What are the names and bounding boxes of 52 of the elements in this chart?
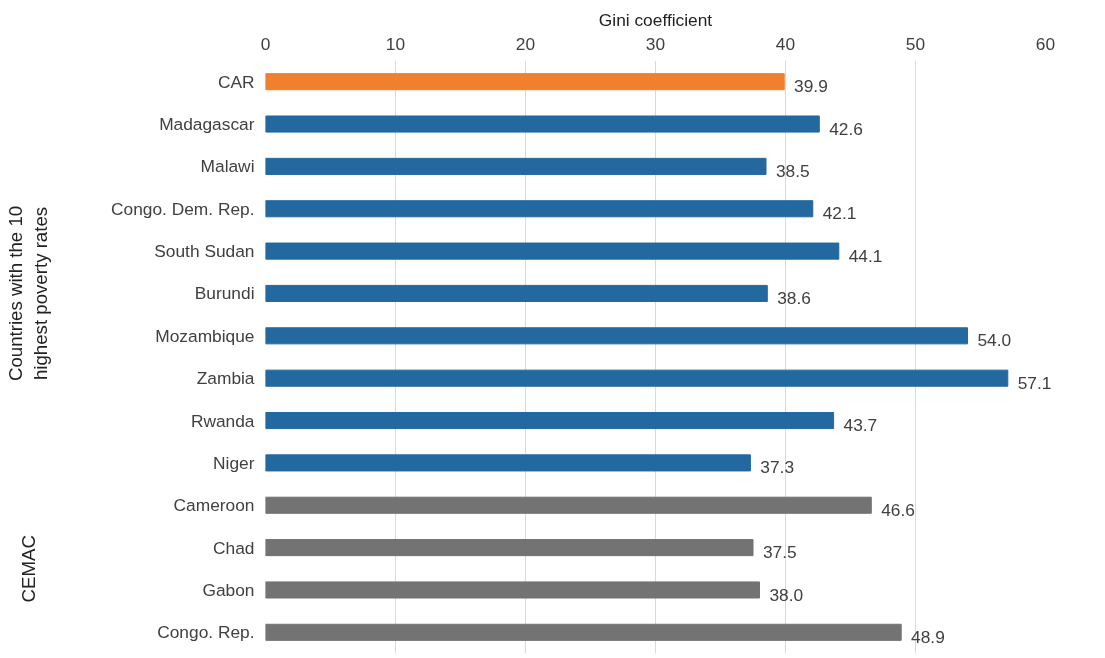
bar — [265, 242, 840, 260]
bar — [265, 411, 835, 430]
bar — [265, 496, 872, 514]
data-label: 39.9 — [794, 75, 828, 97]
y-tick-label: Chad — [213, 537, 255, 558]
data-label: 43.7 — [843, 414, 878, 436]
y-tick-label: Cameroon — [173, 495, 255, 516]
bar — [265, 73, 785, 91]
y-tick-label: Madagascar — [159, 114, 255, 135]
bar — [265, 200, 814, 218]
y-tick-label: Malawi — [200, 156, 255, 177]
y-tick-label: Congo. Rep. — [157, 622, 255, 643]
data-label: 38.6 — [777, 287, 811, 309]
x-tick-label: 0 — [260, 33, 271, 54]
y-tick-label: Zambia — [196, 368, 255, 389]
data-label: 48.9 — [911, 626, 945, 648]
x-tick-label: 20 — [515, 33, 536, 54]
data-label: 57.1 — [1017, 372, 1052, 394]
x-tick-label: 50 — [905, 33, 926, 54]
y-tick-label: Mozambique — [155, 325, 255, 346]
bar — [265, 115, 820, 133]
y-tick-label: CAR — [217, 71, 255, 92]
data-label: 37.3 — [760, 456, 795, 478]
x-tick-label: 60 — [1035, 33, 1056, 54]
bar — [265, 454, 751, 472]
y-tick-label: Burundi — [194, 283, 255, 304]
x-tick-label: 30 — [645, 33, 666, 54]
x-tick-label: 10 — [385, 33, 406, 54]
x-axis-title: Gini coefficient — [598, 9, 713, 30]
data-label: 37.5 — [762, 541, 797, 563]
y-tick-label: South Sudan — [154, 241, 255, 262]
data-label: 54.0 — [977, 329, 1012, 351]
bar — [265, 623, 902, 641]
y-tick-label: Congo. Dem. Rep. — [110, 198, 255, 219]
text: Countries with the 10 highest poverty rates — [5, 205, 51, 382]
x-tick-label: 40 — [775, 33, 796, 54]
data-label: 44.1 — [848, 245, 883, 267]
bar — [265, 284, 768, 303]
text: CEMAC — [17, 535, 39, 603]
bar — [265, 157, 767, 175]
y-tick-label: Niger — [213, 452, 255, 473]
data-label: 42.1 — [822, 202, 857, 224]
bar — [265, 369, 1009, 387]
y-tick-label: Rwanda — [190, 410, 255, 431]
bar — [265, 327, 968, 345]
data-label: 46.6 — [881, 499, 915, 521]
bar — [265, 539, 754, 557]
y-tick-label: Gabon — [202, 579, 255, 600]
bar — [265, 581, 760, 599]
data-label: 38.0 — [769, 584, 804, 606]
data-label: 42.6 — [829, 118, 863, 140]
data-label: 38.5 — [775, 160, 810, 182]
